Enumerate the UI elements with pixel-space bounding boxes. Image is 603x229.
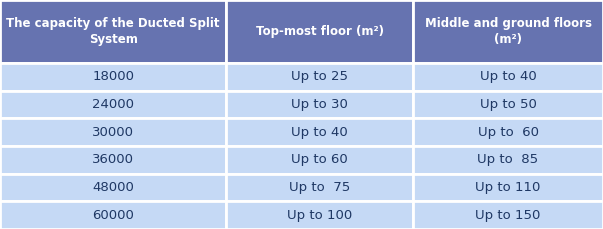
Bar bbox=[226, 63, 413, 91]
Bar bbox=[226, 118, 413, 146]
Bar bbox=[226, 146, 413, 174]
Text: Up to 150: Up to 150 bbox=[475, 209, 541, 222]
Text: Up to 40: Up to 40 bbox=[291, 126, 348, 139]
Text: Up to 50: Up to 50 bbox=[479, 98, 537, 111]
Bar bbox=[0, 91, 226, 118]
Bar bbox=[413, 174, 603, 201]
Text: Up to 110: Up to 110 bbox=[475, 181, 541, 194]
Bar bbox=[413, 201, 603, 229]
Text: Up to  85: Up to 85 bbox=[478, 153, 538, 166]
Bar bbox=[413, 146, 603, 174]
Bar bbox=[0, 63, 226, 91]
Text: Up to  60: Up to 60 bbox=[478, 126, 538, 139]
Text: Up to  75: Up to 75 bbox=[289, 181, 350, 194]
Text: Up to 25: Up to 25 bbox=[291, 70, 348, 83]
Bar bbox=[226, 201, 413, 229]
Text: 18000: 18000 bbox=[92, 70, 134, 83]
Text: Up to 40: Up to 40 bbox=[479, 70, 537, 83]
Bar bbox=[0, 174, 226, 201]
Bar bbox=[413, 63, 603, 91]
Bar bbox=[0, 146, 226, 174]
Text: Middle and ground floors
(m²): Middle and ground floors (m²) bbox=[425, 17, 592, 46]
Text: 36000: 36000 bbox=[92, 153, 134, 166]
Bar bbox=[0, 201, 226, 229]
Text: 60000: 60000 bbox=[92, 209, 134, 222]
Text: Up to 100: Up to 100 bbox=[287, 209, 352, 222]
Text: 30000: 30000 bbox=[92, 126, 134, 139]
Bar bbox=[226, 0, 413, 63]
Text: 48000: 48000 bbox=[92, 181, 134, 194]
Bar bbox=[413, 91, 603, 118]
Bar bbox=[226, 91, 413, 118]
Bar bbox=[0, 118, 226, 146]
Text: Up to 60: Up to 60 bbox=[291, 153, 348, 166]
Text: 24000: 24000 bbox=[92, 98, 134, 111]
Bar bbox=[413, 0, 603, 63]
Bar bbox=[413, 118, 603, 146]
Text: Up to 30: Up to 30 bbox=[291, 98, 348, 111]
Text: The capacity of the Ducted Split
System: The capacity of the Ducted Split System bbox=[6, 17, 220, 46]
Text: Top-most floor (m²): Top-most floor (m²) bbox=[256, 25, 384, 38]
Bar bbox=[0, 0, 226, 63]
Bar bbox=[226, 174, 413, 201]
